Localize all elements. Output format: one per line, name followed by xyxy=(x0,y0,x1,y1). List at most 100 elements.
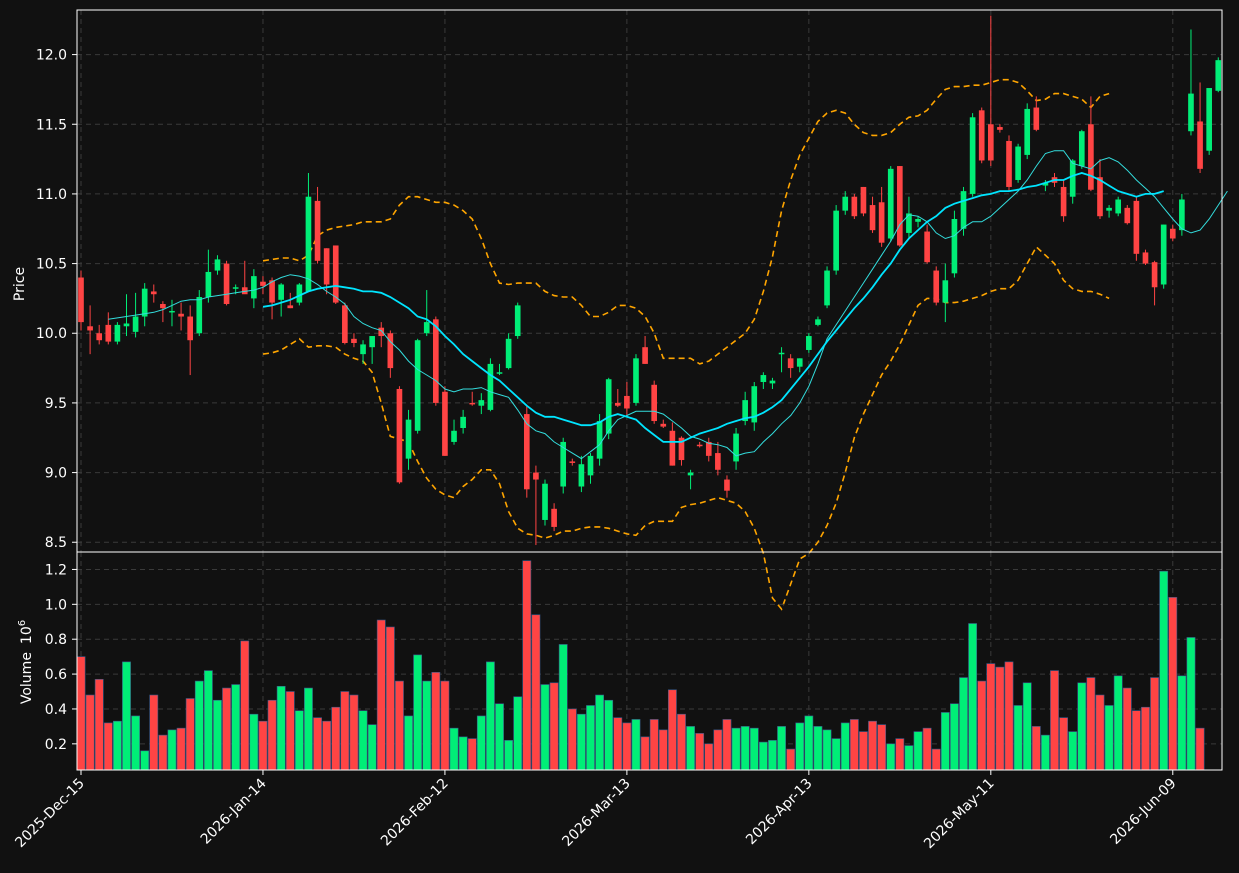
candle-body xyxy=(1142,252,1149,264)
volume-bar xyxy=(395,680,404,771)
volume-bar xyxy=(358,710,368,771)
volume-tick-label: 0.6 xyxy=(45,667,67,683)
moving-average-fast-line xyxy=(108,150,1228,460)
volume-bar xyxy=(922,727,932,771)
candle-body xyxy=(187,316,193,341)
candle-body xyxy=(1097,177,1103,217)
volume-bar xyxy=(504,740,514,771)
price-y-ticks: 8.5 9.0 9.5 10.0 10.5 11.0 11.5 12.0 xyxy=(36,48,77,551)
candle-body xyxy=(542,483,548,520)
candle-body xyxy=(751,386,758,423)
volume-bars xyxy=(76,560,1205,771)
candle-body xyxy=(951,218,958,274)
candle-body xyxy=(533,472,539,480)
volume-bar xyxy=(1113,675,1123,771)
candle-body xyxy=(869,205,876,231)
candle-body xyxy=(978,110,985,161)
volume-bar xyxy=(495,703,504,771)
volume-bar xyxy=(467,738,477,771)
volume-bar xyxy=(440,680,450,771)
moving-average-slow-line xyxy=(262,172,1164,443)
candle-body xyxy=(551,508,557,527)
volume-bar xyxy=(149,694,159,771)
volume-panel: 0.2 0.4 0.6 0.8 1.0 1.2 Volume 106 xyxy=(17,552,1222,771)
candle-body xyxy=(851,196,858,217)
volume-bar xyxy=(1059,717,1068,771)
volume-axis-label: Volume 106 xyxy=(17,620,35,704)
candle-body xyxy=(906,213,912,233)
candle-body xyxy=(1133,200,1140,254)
price-tick-label: 10.5 xyxy=(36,257,67,273)
volume-bar xyxy=(631,719,641,771)
volume-bar xyxy=(313,717,322,771)
candle-body xyxy=(1042,182,1049,186)
price-tick-label: 11.5 xyxy=(36,117,67,133)
volume-bar xyxy=(1195,727,1205,771)
candle-body xyxy=(569,461,576,463)
candle-body xyxy=(332,245,339,303)
candle-body xyxy=(878,202,885,243)
volume-bar xyxy=(758,741,768,771)
volume-bar xyxy=(1004,661,1014,771)
volume-axis-label-text: Volume xyxy=(19,652,35,704)
price-tick-label: 9.0 xyxy=(45,466,67,482)
candle-body xyxy=(1206,88,1212,151)
volume-bar xyxy=(604,699,614,771)
candle-body xyxy=(1215,60,1222,91)
volume-bar xyxy=(740,726,750,771)
volume-bar xyxy=(112,720,122,771)
price-panel: 8.5 9.0 9.5 10.0 10.5 11.0 11.5 12.0 Price xyxy=(12,10,1228,611)
candle-body xyxy=(815,319,821,325)
candle-body xyxy=(378,327,385,337)
candle-body xyxy=(1088,124,1094,190)
candle-body xyxy=(705,441,712,456)
volume-bar xyxy=(340,691,350,771)
volume-bar xyxy=(768,740,777,771)
volume-bar xyxy=(940,712,950,771)
candlesticks xyxy=(78,15,1222,546)
candle-body xyxy=(469,402,476,405)
price-tick-label: 10.0 xyxy=(36,326,67,342)
volume-bar xyxy=(376,619,386,771)
candle-body xyxy=(724,479,730,491)
volume-bar xyxy=(1013,705,1023,771)
candle-body xyxy=(796,358,803,367)
volume-bar xyxy=(222,687,231,771)
volume-bar xyxy=(1168,597,1178,771)
candle-body xyxy=(824,270,830,306)
volume-bar xyxy=(1159,570,1169,771)
price-tick-label: 12.0 xyxy=(36,48,67,64)
volume-bar xyxy=(240,640,250,771)
candle-body xyxy=(651,384,658,422)
volume-bar xyxy=(640,736,650,771)
candle-body xyxy=(1115,199,1122,214)
volume-tick-label: 1.0 xyxy=(45,597,67,613)
volume-bar xyxy=(1186,637,1196,771)
volume-bar xyxy=(76,656,86,771)
volume-bar xyxy=(304,687,313,771)
volume-bar xyxy=(749,727,759,771)
volume-bar xyxy=(1095,694,1105,771)
volume-bar xyxy=(476,715,486,771)
candle-body xyxy=(305,196,312,292)
candle-body xyxy=(487,363,494,410)
candle-body xyxy=(696,444,703,447)
candle-body xyxy=(287,305,294,309)
candle-body xyxy=(360,344,366,355)
candle-body xyxy=(660,423,667,427)
volume-bar xyxy=(103,722,113,771)
volume-bar xyxy=(595,694,604,771)
volume-bar xyxy=(895,738,905,771)
volume-bar xyxy=(1022,682,1032,771)
volume-bar xyxy=(276,685,286,771)
volume-bar xyxy=(777,726,786,771)
candle-body xyxy=(787,358,794,369)
volume-bar xyxy=(1041,734,1050,771)
candle-body xyxy=(715,453,721,470)
candle-body xyxy=(323,248,330,285)
volume-bar xyxy=(294,710,304,771)
volume-y-ticks: 0.2 0.4 0.6 0.8 1.0 1.2 xyxy=(45,562,77,753)
volume-bar xyxy=(1131,710,1141,771)
candle-body xyxy=(678,437,685,461)
